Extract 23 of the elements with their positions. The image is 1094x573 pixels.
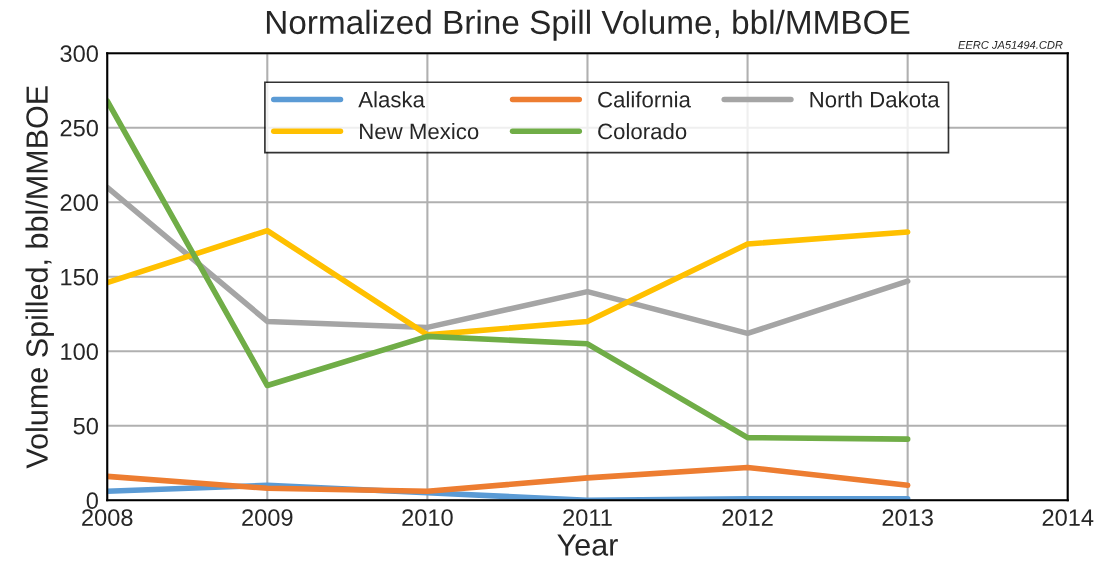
y-tick-label: 100 [61, 343, 98, 361]
x-tick-label: 2012 [722, 509, 773, 526]
y-tick-label: 150 [61, 268, 98, 286]
y-tick-label: 200 [60, 194, 98, 212]
x-tick-label: 2008 [82, 509, 133, 526]
x-tick-label: 2013 [882, 509, 933, 526]
x-tick-label: 2011 [563, 509, 612, 526]
y-axis-title: Volume Spilled, bbl/MMBOE [25, 86, 54, 469]
y-tick-label: 0 [86, 492, 98, 510]
chart-title: Normalized Brine Spill Volume, bbl/MMBOE [266, 9, 910, 41]
legend-label: Colorado [598, 122, 687, 140]
x-axis-title: Year [557, 534, 618, 556]
legend-label: Alaska [358, 91, 425, 108]
legend-label: North Dakota [810, 91, 940, 108]
x-tick-label: 2014 [1042, 509, 1094, 526]
legend-label: California [598, 91, 691, 108]
y-tick-label: 50 [73, 417, 98, 435]
legend-label: New Mexico [360, 122, 479, 140]
y-tick-label: 300 [60, 45, 98, 63]
x-tick-label: 2010 [402, 509, 453, 526]
text: EERC JA51494.CDR [958, 40, 1063, 49]
y-tick-label: 250 [60, 119, 98, 137]
x-tick-label: 2009 [242, 509, 293, 526]
